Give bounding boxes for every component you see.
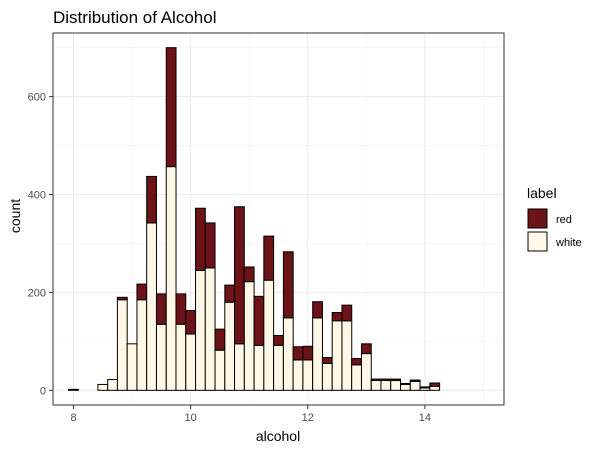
bar-red <box>370 378 382 382</box>
y-tick-label: 400 <box>28 190 46 202</box>
bar-red <box>175 293 187 325</box>
x-tick-label: 12 <box>302 412 314 424</box>
bar-white <box>243 281 255 391</box>
x-tick-label: 14 <box>419 412 431 424</box>
bar-red <box>243 266 255 283</box>
bar-white <box>409 381 421 391</box>
bar-white <box>107 379 118 391</box>
bar-white <box>116 299 128 391</box>
bar-white <box>400 383 411 391</box>
bar-white <box>126 343 138 391</box>
bar-red <box>341 304 353 322</box>
bar-white <box>370 380 382 391</box>
bar-white <box>185 333 197 391</box>
bar-white <box>175 323 187 391</box>
bar-white <box>380 380 392 391</box>
y-tick-label: 0 <box>40 385 46 397</box>
bar-white <box>68 388 79 391</box>
plot-border <box>52 32 505 406</box>
bar-red <box>409 379 421 383</box>
bar-white <box>97 383 109 391</box>
bar-red <box>360 343 372 355</box>
bar-red <box>214 328 226 351</box>
bar-white <box>390 380 402 391</box>
legend-title: label <box>527 185 557 201</box>
x-tick-label: 10 <box>185 412 197 424</box>
bar-red <box>351 358 362 366</box>
y-tick-label: 200 <box>28 287 46 299</box>
bar-white <box>429 385 441 391</box>
bar-white <box>360 353 372 391</box>
bar-red <box>302 345 314 361</box>
bar-white <box>224 301 236 391</box>
bar-white <box>204 267 216 391</box>
bar-white <box>234 343 245 391</box>
legend-key-white <box>527 231 548 252</box>
bar-red <box>146 175 157 224</box>
legend-label-red: red <box>556 214 572 226</box>
bar-red <box>292 346 304 361</box>
bar-red <box>400 382 411 385</box>
bar-white <box>292 359 304 391</box>
x-tick-label: 8 <box>70 412 76 424</box>
bar-red <box>282 251 294 319</box>
y-axis: 0 200 400 600 <box>28 92 53 397</box>
bar-red <box>419 386 431 389</box>
bar-red <box>224 284 236 303</box>
bar-red <box>331 311 343 322</box>
x-axis: 8 10 12 14 <box>70 405 431 424</box>
bar-white <box>263 279 275 391</box>
bar-red <box>429 382 441 387</box>
bar-red <box>234 206 245 345</box>
bar-red <box>155 293 167 325</box>
bar-red <box>136 283 148 301</box>
bar-red <box>185 310 197 335</box>
bar-red <box>321 357 333 364</box>
bar-white <box>214 349 226 391</box>
legend-key-red <box>527 208 548 229</box>
bar-white <box>136 299 148 391</box>
legend: label red white <box>527 185 582 252</box>
bar-white <box>165 166 177 391</box>
bar-red <box>165 47 177 168</box>
x-axis-title: alcohol <box>256 428 300 444</box>
bar-red <box>263 235 275 281</box>
bar-red <box>116 296 128 301</box>
bar-white <box>351 364 362 391</box>
bar-white <box>312 317 323 391</box>
y-axis-title: count <box>7 199 23 233</box>
legend-label-white: white <box>555 237 582 249</box>
bar-white <box>302 359 314 391</box>
chart-title: Distribution of Alcohol <box>53 8 216 27</box>
bar-white <box>273 344 284 391</box>
bar-white <box>321 362 333 391</box>
bar-white <box>331 320 343 391</box>
bar-white <box>253 344 265 391</box>
bars <box>68 47 441 391</box>
bar-red <box>195 207 206 271</box>
bar-red <box>273 334 284 346</box>
bar-white <box>282 317 294 391</box>
bar-white <box>341 320 353 391</box>
y-tick-label: 600 <box>28 92 46 104</box>
bar-red <box>390 378 402 382</box>
bar-white <box>146 222 157 391</box>
bar-red <box>253 295 265 346</box>
bar-red <box>312 301 323 319</box>
plot-area <box>52 32 505 406</box>
bar-red <box>204 222 216 269</box>
bar-white <box>155 323 167 391</box>
bar-white <box>195 269 206 391</box>
bar-red <box>380 378 392 382</box>
